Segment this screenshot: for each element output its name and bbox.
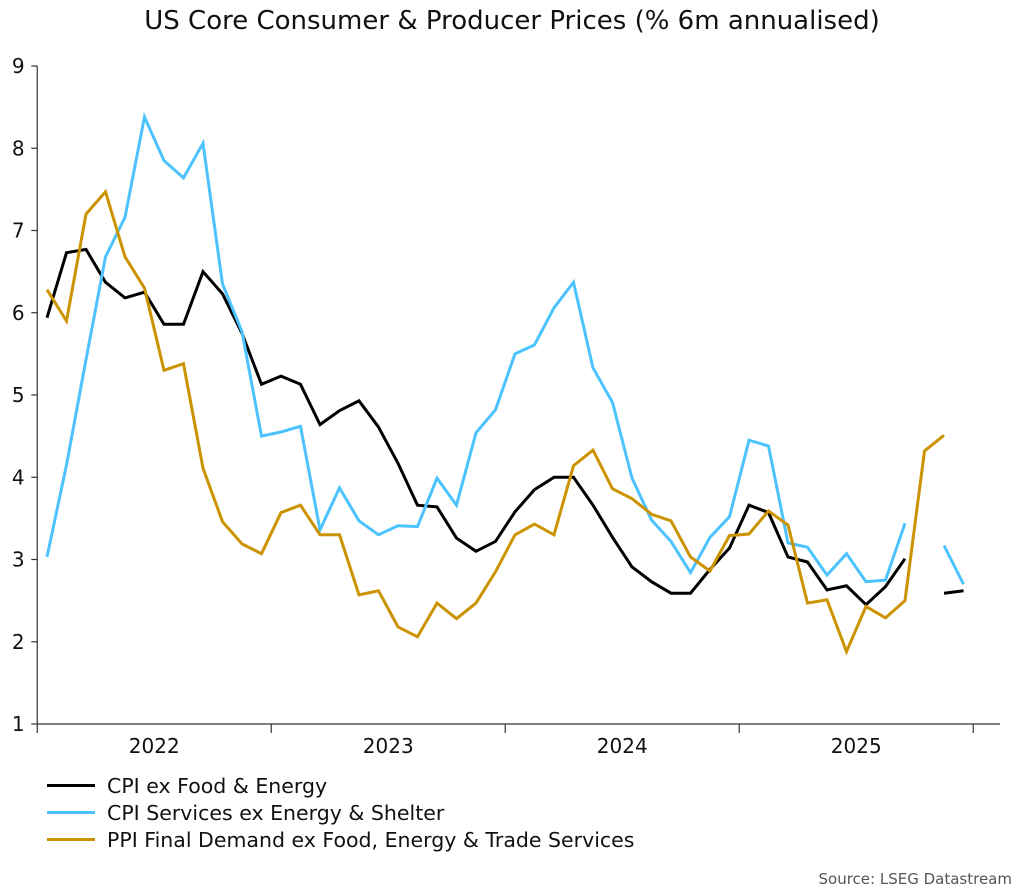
legend-swatch	[47, 838, 95, 841]
series-line	[45, 188, 945, 656]
legend-item: CPI ex Food & Energy	[47, 772, 634, 799]
x-tick-label: 2025	[831, 734, 882, 758]
series-lines	[45, 112, 965, 656]
x-tick-label: 2023	[363, 734, 414, 758]
series-line	[45, 247, 907, 607]
series-3	[45, 188, 945, 656]
x-tick-label: 2022	[129, 734, 180, 758]
legend-label: CPI Services ex Energy & Shelter	[107, 800, 445, 825]
series-line	[942, 544, 965, 585]
y-tick-label: 7	[12, 219, 25, 243]
x-tick-label: 2024	[597, 734, 648, 758]
y-tick-label: 3	[12, 548, 25, 572]
legend-label: PPI Final Demand ex Food, Energy & Trade…	[107, 827, 635, 852]
chart-title: US Core Consumer & Producer Prices (% 6m…	[144, 6, 880, 36]
y-tick-label: 1	[12, 712, 25, 736]
y-tick-label: 2	[12, 630, 25, 654]
legend-swatch	[47, 784, 95, 787]
series-2	[45, 112, 965, 585]
legend-item: CPI Services ex Energy & Shelter	[47, 799, 634, 826]
y-tick-label: 9	[12, 54, 25, 78]
y-tick-label: 8	[12, 136, 25, 160]
legend-swatch	[47, 811, 95, 814]
y-tick-label: 6	[12, 301, 25, 325]
legend: CPI ex Food & Energy CPI Services ex Ene…	[47, 772, 634, 853]
source-note: Source: LSEG Datastream	[818, 870, 1012, 888]
y-tick-label: 4	[12, 465, 25, 489]
axes: 1 2 3 4 5 6 7 8 9 2022 2023 2024 2025	[12, 54, 1000, 758]
legend-label: CPI ex Food & Energy	[107, 773, 328, 798]
series-line	[45, 112, 907, 584]
y-tick-label: 5	[12, 383, 25, 407]
series-line	[943, 589, 964, 595]
legend-item: PPI Final Demand ex Food, Energy & Trade…	[47, 826, 634, 853]
